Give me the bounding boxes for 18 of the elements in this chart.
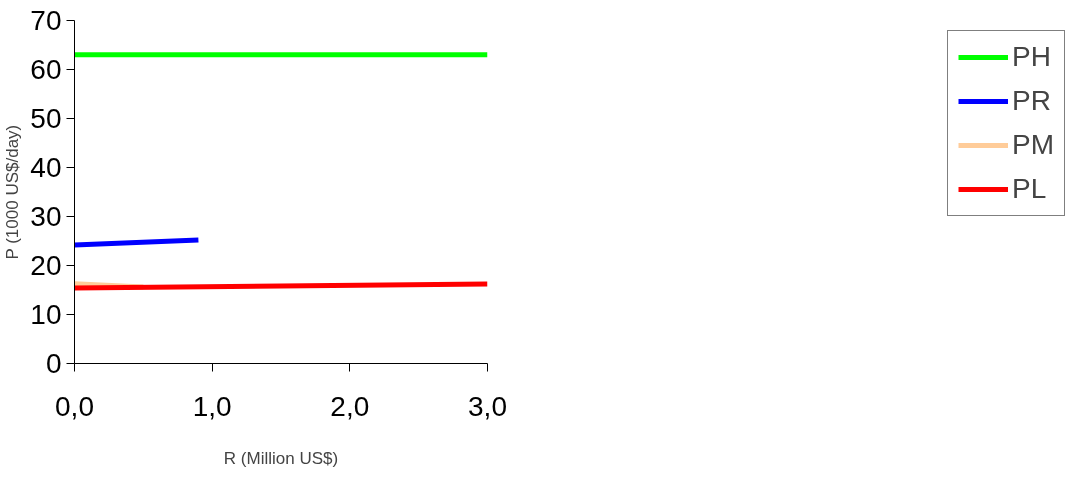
y-tick-label: 50 bbox=[30, 103, 62, 134]
y-tick-label: 10 bbox=[30, 299, 62, 330]
y-tick-label: 60 bbox=[30, 54, 62, 85]
x-tick-label: 0,0 bbox=[55, 390, 94, 422]
x-tick-label: 1,0 bbox=[192, 390, 232, 422]
y-tick-label: 70 bbox=[30, 5, 62, 36]
y-tick-label: 0 bbox=[45, 348, 62, 379]
y-axis-title: P (1000 US$/day) bbox=[3, 124, 23, 260]
y-tick-label: 30 bbox=[30, 201, 62, 232]
legend-label: PH bbox=[1012, 41, 1051, 73]
x-tick-label: 3,0 bbox=[468, 390, 507, 422]
legend-label: PR bbox=[1012, 85, 1051, 117]
x-axis-title: R (Million US$) bbox=[223, 448, 339, 468]
legend-label: PL bbox=[1012, 173, 1047, 205]
y-tick-label: 40 bbox=[30, 152, 62, 183]
y-tick-label: 20 bbox=[30, 250, 62, 281]
legend-label: PM bbox=[1012, 129, 1054, 161]
x-tick-label: 2,0 bbox=[330, 390, 370, 422]
